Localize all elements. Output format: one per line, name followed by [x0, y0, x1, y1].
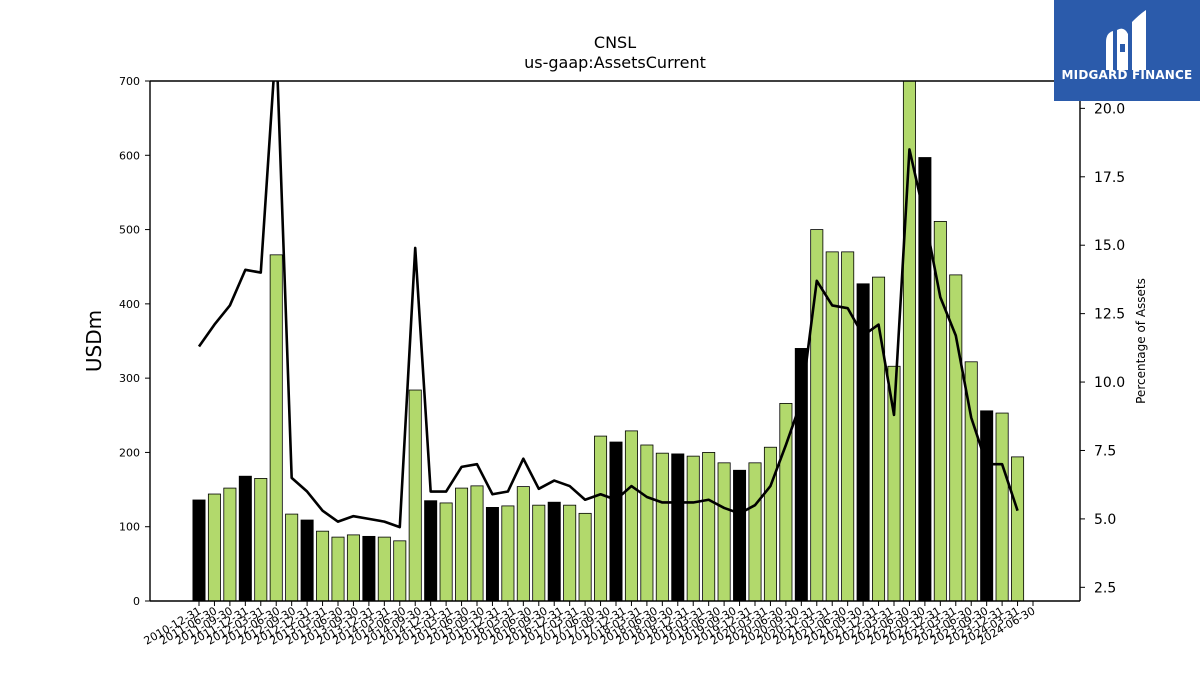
bar-2014-09-30: [424, 500, 438, 601]
y2-tick-label: 12.5: [1094, 307, 1125, 323]
bar-2012-06-30: [285, 513, 299, 601]
bar-2020-03-31: [763, 446, 777, 601]
bar-2015-09-30: [485, 506, 499, 601]
bar-2016-06-30: [532, 504, 546, 601]
bar-2018-06-30: [655, 452, 669, 601]
bar-2011-12-31: [254, 478, 268, 601]
bar-2016-09-30: [547, 501, 561, 601]
bar-2023-12-31: [995, 412, 1009, 601]
bar-2015-03-31: [455, 487, 469, 601]
bars-layer: [192, 81, 1025, 601]
bar-2018-12-31: [686, 455, 700, 601]
bar-2016-12-31: [563, 504, 577, 601]
bar-2012-12-31: [316, 530, 330, 601]
x-ticks: 2010-12-312011-06-302011-09-302011-12-31…: [142, 601, 1038, 648]
bar-2017-03-31: [578, 512, 592, 601]
bar-2021-12-31: [872, 276, 886, 601]
bar-2017-12-31: [624, 430, 638, 601]
y-tick-label: 0: [133, 595, 140, 608]
bar-2021-06-30: [841, 251, 855, 601]
y2-tick-label: 10.0: [1094, 375, 1125, 391]
bar-2022-12-31: [933, 220, 947, 601]
midgard-logo-icon: [1106, 10, 1146, 71]
bar-2013-09-30: [362, 535, 376, 601]
y-tick-label: 100: [119, 521, 140, 534]
line-percentage-of-assets: [197, 81, 1019, 529]
y-tick-label: 700: [119, 75, 140, 88]
y-tick-label: 600: [119, 149, 140, 162]
y-axis-label: USDm: [82, 310, 106, 372]
chart-title: CNSL: [594, 33, 636, 52]
bar-2018-03-31: [640, 444, 654, 601]
bar-2011-06-30: [223, 487, 237, 601]
y2-tick-label: 17.5: [1094, 170, 1125, 186]
bar-2017-09-30: [609, 441, 623, 601]
bar-2013-12-31: [377, 536, 391, 601]
bar-2018-09-30: [671, 453, 685, 601]
bar-2021-03-31: [825, 251, 839, 601]
y2-tick-label: 2.5: [1094, 580, 1116, 596]
bar-2021-09-30: [856, 283, 870, 601]
bar-2020-09-30: [794, 348, 808, 601]
bar-2013-03-31: [331, 536, 345, 601]
bar-2019-03-31: [702, 452, 716, 601]
y2-tick-label: 7.5: [1094, 443, 1116, 459]
bar-2019-06-30: [717, 462, 731, 601]
bar-2015-12-31: [501, 505, 515, 601]
bar-2011-03-31: [207, 493, 221, 601]
bar-2014-03-31: [393, 540, 407, 601]
y2-tick-label: 20.0: [1094, 101, 1125, 117]
bar-2023-09-30: [980, 410, 994, 601]
y-ticks: 0 100 200 300 400 500 600 700: [119, 75, 150, 608]
bar-2012-03-31: [269, 254, 283, 601]
bar-2014-12-31: [439, 502, 453, 601]
line-layer: [197, 81, 1019, 529]
bar-2011-09-30: [238, 475, 252, 601]
bar-2010-12-31: [192, 499, 206, 601]
midgard-finance-logo: MIDGARD FINANCE: [1054, 0, 1200, 101]
y2-axis-label: Percentage of Assets: [1134, 278, 1148, 404]
bar-2016-03-31: [516, 486, 530, 601]
y-tick-label: 400: [119, 298, 140, 311]
y-tick-label: 300: [119, 372, 140, 385]
y-tick-label: 500: [119, 224, 140, 237]
bar-2019-09-30: [733, 469, 747, 601]
bar-2014-06-30: [408, 389, 422, 601]
bar-2015-06-30: [470, 485, 484, 601]
y-tick-label: 200: [119, 446, 140, 459]
bar-2012-09-30: [300, 519, 314, 601]
bar-2013-06-30: [346, 534, 360, 601]
bar-2017-06-30: [594, 435, 608, 601]
chart-subtitle: us-gaap:AssetsCurrent: [524, 53, 706, 72]
bar-2024-03-31: [1011, 456, 1025, 601]
bar-2020-12-31: [810, 229, 824, 601]
y2-ticks: 2.5 5.0 7.5 10.0 12.5 15.0 17.5 20.0: [1080, 101, 1125, 596]
bar-2022-03-31: [887, 365, 901, 601]
y2-tick-label: 5.0: [1094, 512, 1116, 528]
bar-2019-12-31: [748, 462, 762, 601]
y2-tick-label: 15.0: [1094, 238, 1125, 254]
logo-text: MIDGARD FINANCE: [1061, 68, 1193, 82]
